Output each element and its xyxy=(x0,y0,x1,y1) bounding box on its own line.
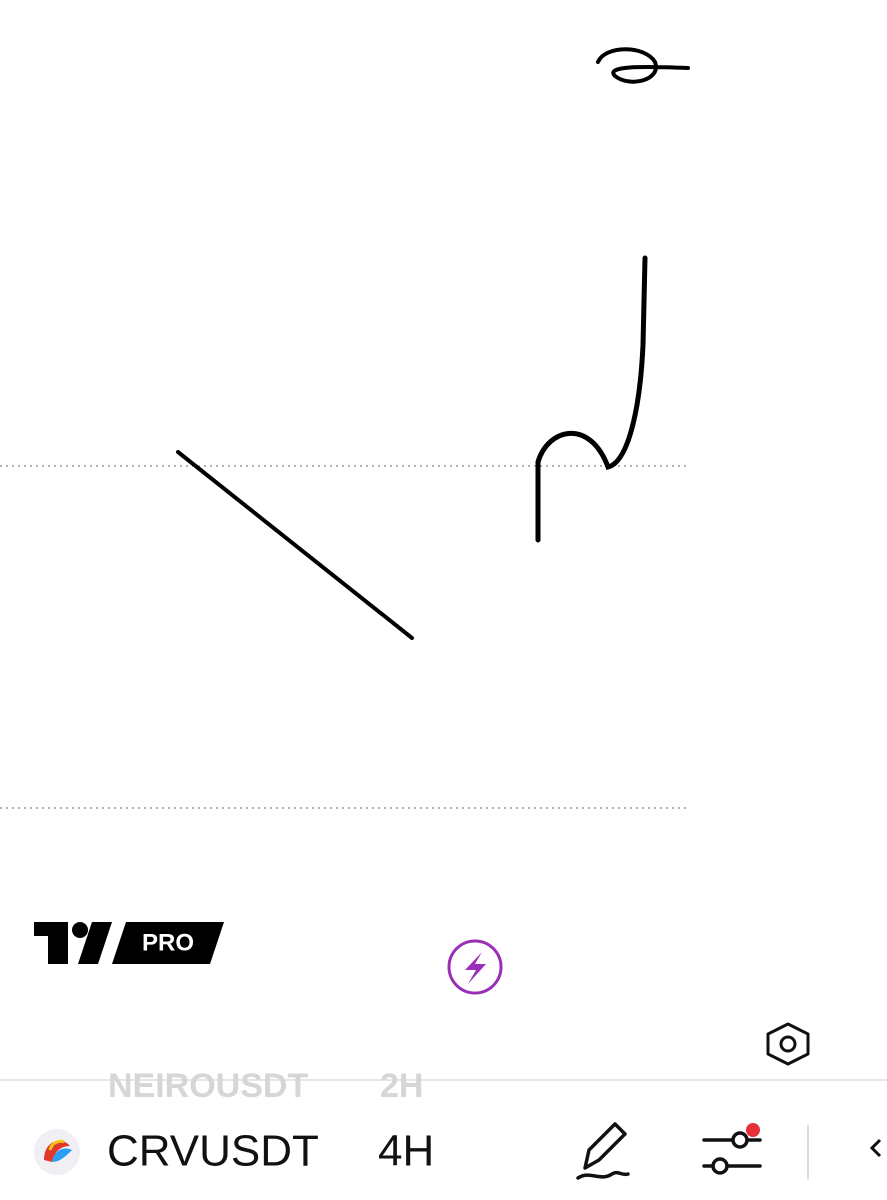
previous-interval: 2H xyxy=(380,1067,423,1105)
logo-text: PRO xyxy=(142,929,194,956)
trend-line xyxy=(176,450,414,640)
settings-button[interactable] xyxy=(766,1022,810,1066)
hand-drawn-circle xyxy=(596,47,690,84)
symbol-icon xyxy=(34,1129,80,1175)
previous-symbol-clip: NEIROUSDT 2H xyxy=(108,1067,423,1105)
more-button[interactable] xyxy=(869,1138,882,1158)
hand-drawn-arrow xyxy=(535,255,648,543)
draw-button[interactable] xyxy=(576,1122,630,1180)
lightning-button[interactable] xyxy=(447,939,503,995)
symbol[interactable]: CRVUSDT xyxy=(107,1127,319,1176)
previous-symbol: NEIROUSDT xyxy=(108,1067,308,1105)
interval[interactable]: 4H xyxy=(378,1127,434,1176)
tradingview-logo: PRO xyxy=(34,922,224,964)
indicators-button[interactable] xyxy=(702,1123,762,1175)
